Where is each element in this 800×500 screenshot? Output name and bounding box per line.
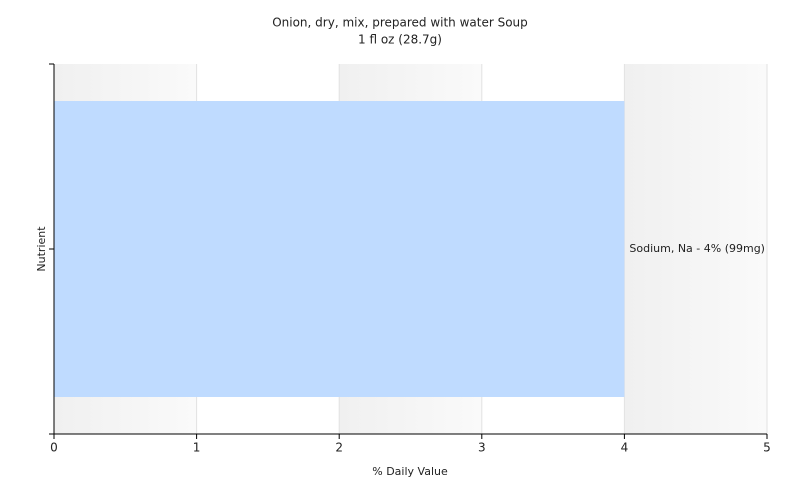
plot-band bbox=[624, 64, 767, 434]
x-tick-label: 2 bbox=[335, 441, 343, 455]
x-tick-label: 0 bbox=[50, 441, 58, 455]
chart-title: Onion, dry, mix, prepared with water Sou… bbox=[272, 16, 528, 30]
y-axis-label: Nutrient bbox=[35, 226, 48, 272]
data-label: Sodium, Na - 4% (99mg) bbox=[629, 242, 765, 255]
x-tick-label: 5 bbox=[763, 441, 771, 455]
x-tick-label: 1 bbox=[193, 441, 201, 455]
x-tick-label: 3 bbox=[478, 441, 486, 455]
x-axis-label: % Daily Value bbox=[372, 465, 448, 478]
bar bbox=[54, 101, 625, 397]
x-tick-label: 4 bbox=[621, 441, 629, 455]
chart-subtitle: 1 fl oz (28.7g) bbox=[358, 33, 442, 47]
